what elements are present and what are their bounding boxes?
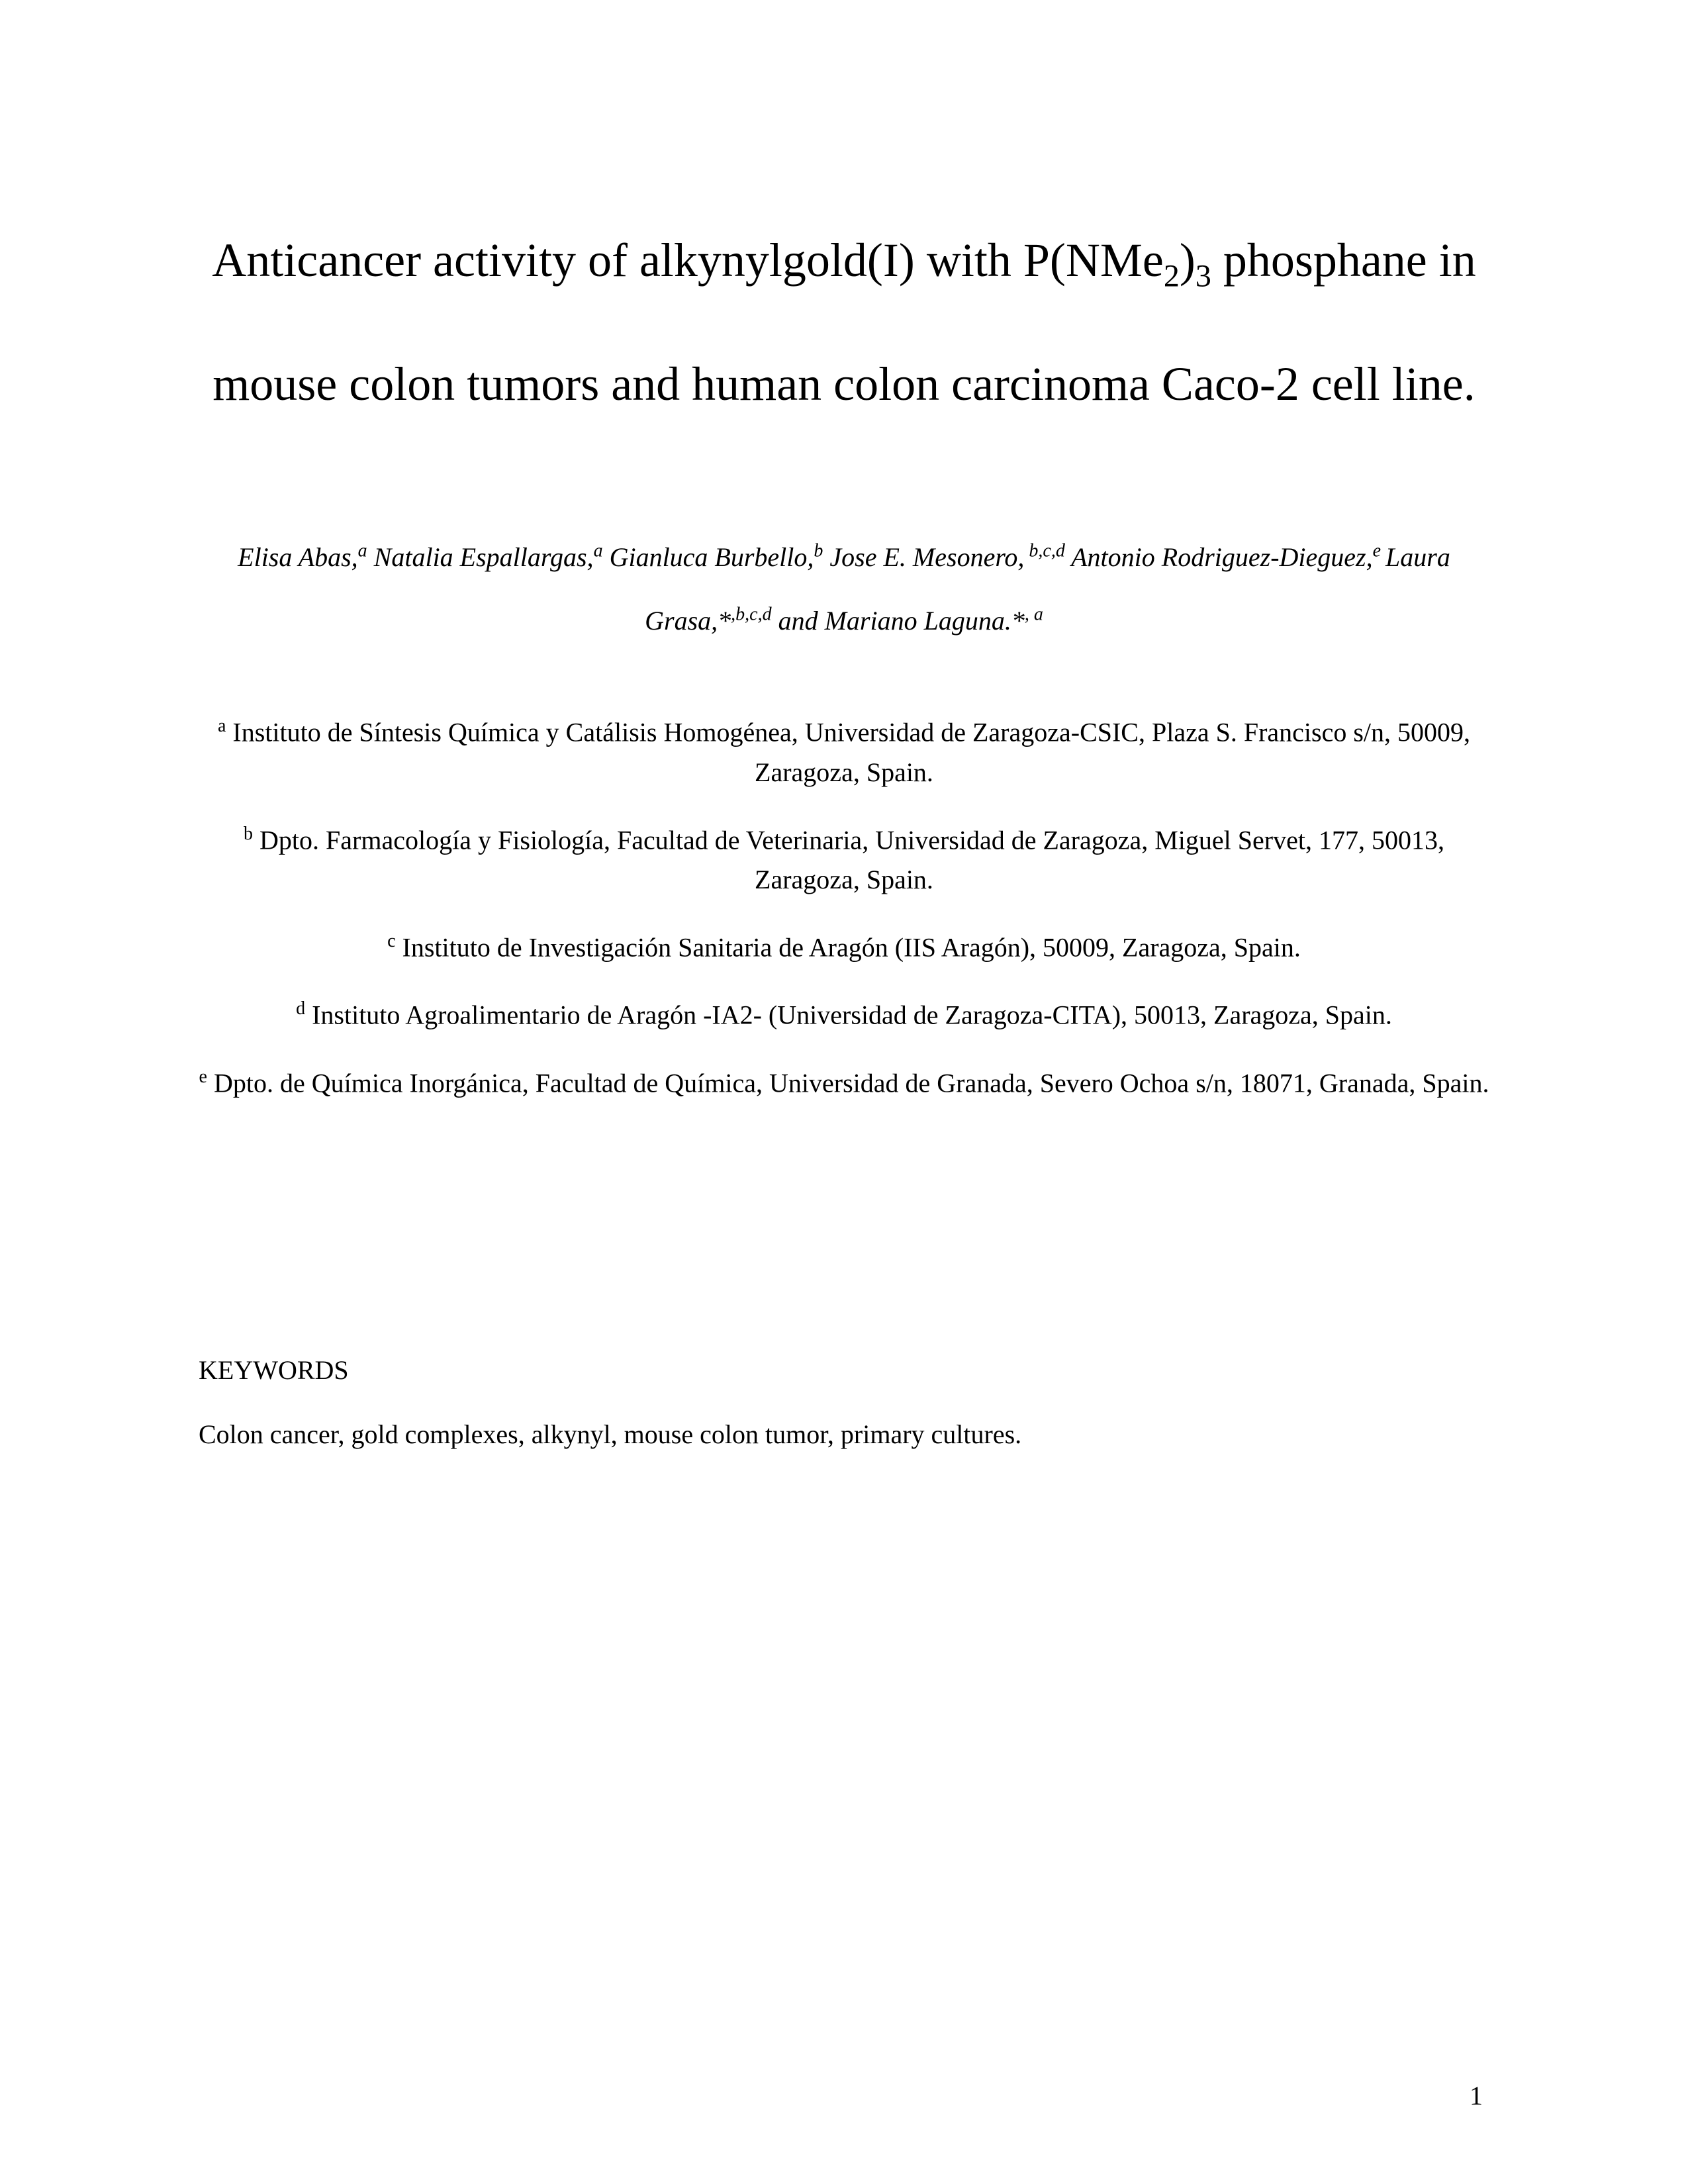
affiliation-text: Instituto de Investigación Sanitaria de … xyxy=(402,932,1301,962)
paper-title: Anticancer activity of alkynylgold(I) wi… xyxy=(199,199,1489,446)
affiliation-text: Dpto. Farmacología y Fisiología, Faculta… xyxy=(259,825,1444,894)
affiliation-c: c Instituto de Investigación Sanitaria d… xyxy=(199,927,1489,967)
affiliation-text: Instituto Agroalimentario de Aragón -IA2… xyxy=(312,1000,1392,1030)
keywords-heading: KEYWORDS xyxy=(199,1354,1489,1386)
affiliation-text: Instituto de Síntesis Química y Catálisi… xyxy=(232,718,1470,787)
author-list: Elisa Abas,a Natalia Espallargas,a Gianl… xyxy=(199,526,1489,653)
affiliation-label: b xyxy=(244,824,253,844)
affiliation-label: c xyxy=(387,931,395,951)
keywords-text: Colon cancer, gold complexes, alkynyl, m… xyxy=(199,1419,1489,1450)
affiliation-b: b Dpto. Farmacología y Fisiología, Facul… xyxy=(199,820,1489,900)
affiliation-e: e Dpto. de Química Inorgánica, Facultad … xyxy=(199,1063,1489,1103)
affiliation-d: d Instituto Agroalimentario de Aragón -I… xyxy=(199,995,1489,1035)
page-number: 1 xyxy=(1470,2080,1483,2111)
affiliation-text: Dpto. de Química Inorgánica, Facultad de… xyxy=(214,1068,1489,1098)
affiliations-block: a Instituto de Síntesis Química y Catáli… xyxy=(199,712,1489,1103)
affiliation-label: d xyxy=(296,998,305,1019)
affiliation-label: a xyxy=(218,716,226,736)
affiliation-label: e xyxy=(199,1067,207,1087)
affiliation-a: a Instituto de Síntesis Química y Catáli… xyxy=(199,712,1489,792)
keywords-section: KEYWORDS Colon cancer, gold complexes, a… xyxy=(199,1354,1489,1450)
